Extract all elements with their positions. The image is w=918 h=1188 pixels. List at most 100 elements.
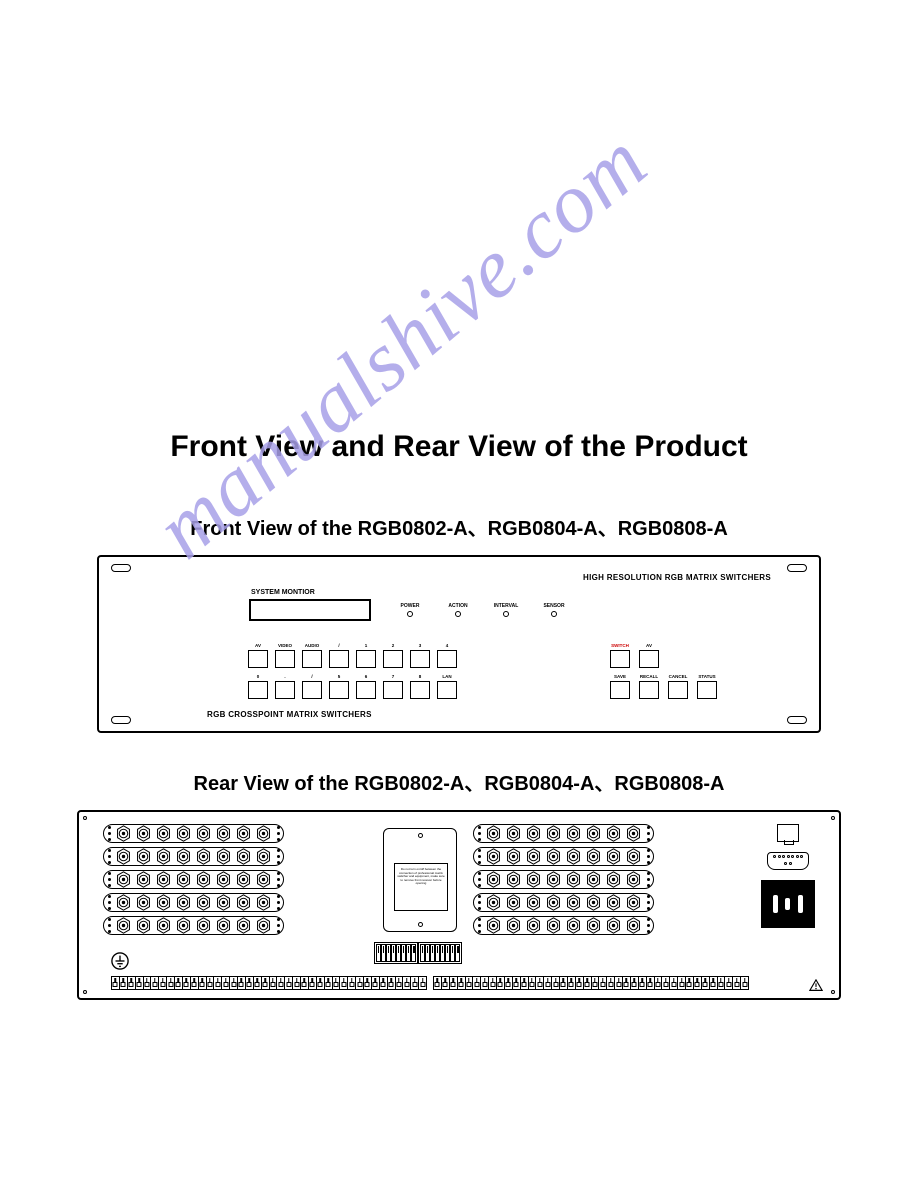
rack-hole-icon: [787, 716, 807, 724]
btn-box-icon: [668, 681, 688, 699]
switch-btn: SWITCH: [609, 643, 631, 668]
dip-block-2: [418, 942, 462, 964]
btn-box-icon: [697, 681, 717, 699]
terminal-pin-icon: [317, 977, 325, 989]
terminal-pin-icon: [144, 977, 152, 989]
btn-box-icon: [302, 681, 322, 699]
bnc-connector-icon: [565, 894, 582, 911]
btn-box-icon: [639, 650, 659, 668]
bnc-connector-icon: [155, 848, 172, 865]
system-monitor-label: SYSTEM MONTIOR: [251, 589, 315, 596]
terminal-pin-icon: [710, 977, 718, 989]
bnc-connector-icon: [115, 848, 132, 865]
terminal-pin-icon: [481, 977, 489, 989]
terminal-pin-icon: [686, 977, 694, 989]
terminal-pin-icon: [388, 977, 396, 989]
terminal-pin-icon: [733, 977, 741, 989]
terminal-pin-icon: [214, 977, 222, 989]
terminal-pin-icon: [396, 977, 404, 989]
terminal-pin-icon: [364, 977, 372, 989]
rack-hole-icon: [111, 716, 131, 724]
led-dot-icon: [503, 611, 509, 617]
bnc-connector-icon: [195, 848, 212, 865]
bnc-connector-icon: [525, 825, 542, 842]
bnc-connector-icon: [485, 917, 502, 934]
bnc-connector-icon: [195, 894, 212, 911]
keypad-btn: 8: [409, 674, 431, 699]
bnc-connector-icon: [115, 917, 132, 934]
btn-box-icon: [610, 650, 630, 668]
status-btn: STATUS: [696, 674, 718, 699]
terminal-pin-icon: [403, 977, 411, 989]
btn-box-icon: [329, 650, 349, 668]
bnc-connector-icon: [625, 848, 642, 865]
keypad-btn: AV: [247, 643, 269, 668]
btn-box-icon: [302, 650, 322, 668]
bnc-bank-right: [473, 824, 654, 935]
bnc-connector-icon: [545, 894, 562, 911]
bnc-connector-icon: [235, 825, 252, 842]
bnc-connector-icon: [605, 825, 622, 842]
btn-box-icon: [329, 681, 349, 699]
bnc-connector-icon: [195, 825, 212, 842]
terminal-pin-icon: [112, 977, 120, 989]
terminal-pin-icon: [513, 977, 521, 989]
terminal-pin-icon: [505, 977, 513, 989]
front-view-subtitle: Front View of the RGB0802-A、RGB0804-A、RG…: [0, 512, 918, 541]
btn-label: 4: [436, 643, 458, 649]
screw-icon: [831, 816, 835, 820]
terminal-pin-icon: [442, 977, 450, 989]
bnc-connector-icon: [255, 825, 272, 842]
btn-label: 8: [409, 674, 431, 680]
bnc-row: [473, 893, 654, 912]
rj45-port-icon: [777, 824, 799, 842]
bnc-row: [103, 916, 284, 935]
bnc-connector-icon: [175, 871, 192, 888]
bnc-connector-icon: [485, 871, 502, 888]
terminal-pin-icon: [607, 977, 615, 989]
bnc-connector-icon: [155, 894, 172, 911]
keypad-btn: VIDEO: [274, 643, 296, 668]
btn-label: RECALL: [638, 674, 660, 680]
btn-label: 7: [382, 674, 404, 680]
terminal-pin-icon: [262, 977, 270, 989]
bnc-connector-icon: [235, 894, 252, 911]
led-dot-icon: [407, 611, 413, 617]
terminal-pin-icon: [631, 977, 639, 989]
terminal-pin-icon: [568, 977, 576, 989]
screw-icon: [83, 990, 87, 994]
bnc-connector-icon: [545, 848, 562, 865]
keypad-btn: 4: [436, 643, 458, 668]
led-sensor: SENSOR: [539, 603, 569, 617]
bnc-connector-icon: [175, 894, 192, 911]
screw-icon: [83, 816, 87, 820]
bnc-connector-icon: [115, 871, 132, 888]
btn-box-icon: [639, 681, 659, 699]
led-action: ACTION: [443, 603, 473, 617]
keypad-btn: 2: [382, 643, 404, 668]
led-label: SENSOR: [539, 603, 569, 609]
warning-panel: Do not turn on/off between the connectio…: [383, 828, 457, 932]
bnc-connector-icon: [585, 825, 602, 842]
keypad-btn: LAN: [436, 674, 458, 699]
dip-switch-icon: [391, 944, 396, 962]
bnc-connector-icon: [115, 825, 132, 842]
keypad-btn: 6: [355, 674, 377, 699]
btn-label: 5: [328, 674, 350, 680]
btn-label: SAVE: [609, 674, 631, 680]
terminal-pin-icon: [356, 977, 364, 989]
terminal-pin-icon: [473, 977, 481, 989]
bnc-connector-icon: [525, 871, 542, 888]
btn-box-icon: [410, 650, 430, 668]
dip-switch-icon: [381, 944, 386, 962]
led-label: ACTION: [443, 603, 473, 609]
bnc-connector-icon: [625, 825, 642, 842]
keypad-btn: 0: [247, 674, 269, 699]
bnc-connector-icon: [565, 871, 582, 888]
keypad-btn: 1: [355, 643, 377, 668]
btn-box-icon: [410, 681, 430, 699]
btn-label: AUDIO: [301, 643, 323, 649]
front-header-text: HIGH RESOLUTION RGB MATRIX SWITCHERS: [583, 573, 771, 582]
bnc-row: [103, 824, 284, 843]
page-content: Front View and Rear View of the Product …: [0, 0, 918, 1000]
